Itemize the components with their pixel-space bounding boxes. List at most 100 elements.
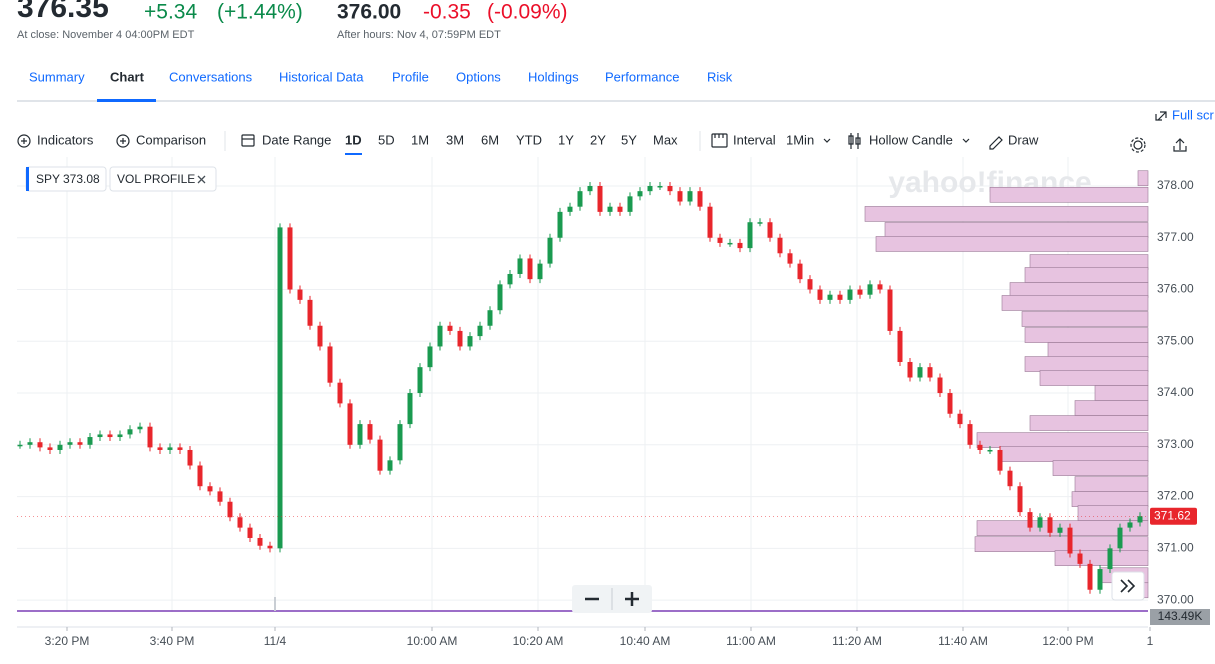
- candle-body: [527, 258, 533, 280]
- candle-body: [1067, 527, 1073, 554]
- tab[interactable]: Summary: [29, 69, 85, 84]
- candle-body: [1037, 517, 1043, 528]
- candle-body: [277, 227, 283, 549]
- tab-bar: Summary Chart Conversations Historical Data…: [29, 69, 733, 84]
- candle-body: [577, 191, 583, 207]
- candle-body: [37, 442, 43, 448]
- chart: yahoo!finance143.49K370.00371.00372.0037…: [17, 157, 1210, 648]
- candle-body: [367, 424, 373, 440]
- x-tick-label: 11:00 AM: [726, 634, 776, 648]
- range-button[interactable]: 1D: [345, 132, 362, 147]
- interval-button[interactable]: Interval: [733, 132, 776, 147]
- range-button[interactable]: Max: [653, 132, 678, 147]
- tab[interactable]: Holdings: [528, 69, 579, 84]
- volume-profile-bar: [1094, 385, 1149, 401]
- active-tab-underline: [97, 99, 156, 102]
- y-tick-label: 371.00: [1157, 541, 1194, 555]
- candle-body: [537, 263, 543, 280]
- interval-value[interactable]: 1Min: [786, 132, 814, 147]
- candle-body: [937, 377, 943, 394]
- draw-button[interactable]: Draw: [1008, 132, 1039, 147]
- indicators-button[interactable]: Indicators: [37, 132, 94, 147]
- candle-body: [217, 491, 223, 502]
- candle-body: [357, 424, 363, 445]
- x-tick-label: 1: [1147, 634, 1154, 648]
- y-tick-label: 374.00: [1157, 385, 1194, 399]
- range-button[interactable]: YTD: [516, 132, 542, 147]
- candle-body: [57, 444, 63, 450]
- candle-body: [647, 185, 653, 192]
- overlay-chip[interactable]: [109, 166, 217, 192]
- candle-body: [947, 393, 953, 414]
- comparison-button[interactable]: Comparison: [136, 132, 206, 147]
- range-button[interactable]: 5Y: [621, 132, 637, 147]
- candle-body: [1087, 563, 1093, 590]
- candle-body: [847, 289, 853, 300]
- candle-body: [997, 449, 1003, 471]
- tab[interactable]: Historical Data: [279, 69, 364, 84]
- chart-style-button[interactable]: Hollow Candle: [869, 132, 953, 147]
- candle-body: [977, 444, 983, 450]
- candle-body: [597, 185, 603, 212]
- candle-body: [837, 294, 843, 300]
- candle-body: [877, 284, 883, 290]
- candle-body: [417, 367, 423, 394]
- range-button[interactable]: 1M: [411, 132, 429, 147]
- candle-body: [237, 517, 243, 528]
- volume-profile-bar: [989, 186, 1149, 203]
- candle-body: [927, 367, 933, 378]
- y-tick-label: 372.00: [1157, 489, 1194, 503]
- x-tick-label: 11/4: [264, 634, 287, 648]
- candle-body: [97, 434, 103, 438]
- range-button[interactable]: 1Y: [558, 132, 574, 147]
- candle-body: [397, 424, 403, 461]
- range-button[interactable]: 5D: [378, 132, 395, 147]
- y-tick-label: 370.00: [1157, 592, 1194, 606]
- tab[interactable]: Conversations: [169, 69, 253, 84]
- candle-body: [67, 442, 73, 445]
- y-tick-label: 375.00: [1157, 333, 1194, 347]
- close-note: At close: November 4 04:00PM EDT: [17, 29, 195, 41]
- candle-body: [897, 330, 903, 362]
- candle-body: [77, 442, 83, 445]
- range-button[interactable]: 6M: [481, 132, 499, 147]
- candle-body: [757, 222, 763, 224]
- candle-body: [667, 185, 673, 192]
- tab[interactable]: Chart: [110, 69, 145, 84]
- date-range-button[interactable]: Date Range: [262, 132, 331, 147]
- price: 376.35: [17, 0, 109, 24]
- candle-body: [617, 206, 623, 212]
- range-button[interactable]: 2Y: [590, 132, 606, 147]
- overlay-name: VOL PROFILE: [117, 172, 195, 186]
- volume-profile-bar: [875, 236, 1149, 252]
- tab[interactable]: Risk: [707, 69, 733, 84]
- y-tick-label: 376.00: [1157, 282, 1194, 296]
- candle-body: [1077, 553, 1083, 564]
- tab[interactable]: Profile: [392, 69, 429, 84]
- volume-profile-bar: [1001, 295, 1149, 311]
- range-button[interactable]: 3M: [446, 132, 464, 147]
- tab[interactable]: Options: [456, 69, 501, 84]
- tab[interactable]: Performance: [605, 69, 679, 84]
- candle-body: [1027, 512, 1033, 528]
- candle-body: [287, 227, 293, 290]
- candle-body: [1017, 486, 1023, 513]
- candle-body: [187, 449, 193, 466]
- candle-body: [1117, 527, 1123, 549]
- candle-body: [337, 382, 343, 404]
- candle-body: [437, 325, 443, 347]
- last-price-box: [1150, 507, 1197, 525]
- volume-profile-bar: [1024, 356, 1149, 372]
- change: +5.34: [144, 1, 197, 24]
- candle-body: [637, 191, 643, 197]
- candle-body: [147, 426, 153, 448]
- zoom-icons[interactable]: [585, 592, 639, 606]
- overlay-close[interactable]: [197, 175, 206, 184]
- y-tick-label: 378.00: [1157, 178, 1194, 192]
- full-screen-button[interactable]: Full scr: [1172, 107, 1215, 122]
- symbol-value: 373.08: [63, 172, 100, 186]
- volume-profile-bar: [1074, 400, 1149, 416]
- candle-body: [47, 447, 53, 450]
- change-pct: (+1.44%): [217, 1, 303, 24]
- volume-profile-bar: [1071, 491, 1149, 507]
